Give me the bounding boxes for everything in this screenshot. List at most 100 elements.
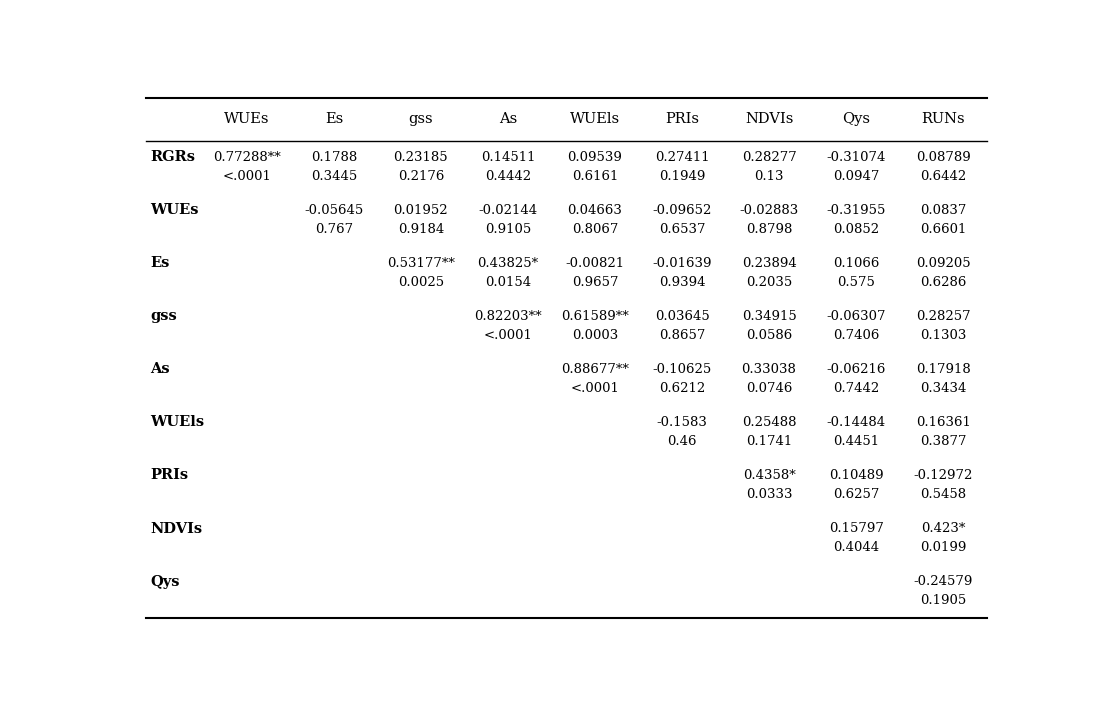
Text: 0.8798: 0.8798 [745, 223, 793, 236]
Text: -0.05645: -0.05645 [304, 204, 363, 217]
Text: 0.8657: 0.8657 [658, 329, 706, 342]
Text: 0.10489: 0.10489 [829, 469, 883, 482]
Text: <.0001: <.0001 [483, 329, 533, 342]
Text: 0.0154: 0.0154 [484, 276, 531, 289]
Text: 0.33038: 0.33038 [742, 363, 796, 376]
Text: 0.0947: 0.0947 [832, 170, 880, 183]
Text: 0.9184: 0.9184 [397, 223, 444, 236]
Text: 0.6212: 0.6212 [658, 382, 705, 395]
Text: 0.1741: 0.1741 [745, 435, 792, 448]
Text: 0.15797: 0.15797 [829, 522, 883, 535]
Text: 0.423*: 0.423* [920, 522, 966, 535]
Text: 0.09205: 0.09205 [916, 257, 970, 270]
Text: 0.9105: 0.9105 [484, 223, 531, 236]
Text: 0.0003: 0.0003 [571, 329, 618, 342]
Text: 0.27411: 0.27411 [655, 151, 709, 164]
Text: -0.02883: -0.02883 [740, 204, 798, 217]
Text: 0.28277: 0.28277 [742, 151, 796, 164]
Text: 0.13: 0.13 [754, 170, 784, 183]
Text: 0.53177**: 0.53177** [386, 257, 455, 270]
Text: 0.1303: 0.1303 [920, 329, 967, 342]
Text: 0.23185: 0.23185 [393, 151, 448, 164]
Text: 0.9394: 0.9394 [658, 276, 706, 289]
Text: 0.16361: 0.16361 [916, 416, 971, 429]
Text: 0.77288**: 0.77288** [212, 151, 281, 164]
Text: WUEls: WUEls [151, 415, 205, 430]
Text: -0.24579: -0.24579 [914, 575, 973, 588]
Text: 0.8067: 0.8067 [571, 223, 618, 236]
Text: -0.14484: -0.14484 [827, 416, 885, 429]
Text: Es: Es [325, 112, 344, 127]
Text: 0.0837: 0.0837 [920, 204, 967, 217]
Text: 0.4442: 0.4442 [484, 170, 531, 183]
Text: WUEls: WUEls [570, 112, 620, 127]
Text: 0.6161: 0.6161 [571, 170, 618, 183]
Text: 0.3434: 0.3434 [920, 382, 967, 395]
Text: As: As [151, 363, 170, 377]
Text: 0.1905: 0.1905 [920, 594, 967, 607]
Text: 0.0199: 0.0199 [920, 541, 967, 554]
Text: -0.00821: -0.00821 [566, 257, 624, 270]
Text: 0.88677**: 0.88677** [562, 363, 629, 376]
Text: -0.1583: -0.1583 [656, 416, 708, 429]
Text: 0.34915: 0.34915 [742, 310, 796, 323]
Text: -0.02144: -0.02144 [478, 204, 537, 217]
Text: RUNs: RUNs [922, 112, 964, 127]
Text: 0.2035: 0.2035 [745, 276, 792, 289]
Text: 0.82203**: 0.82203** [475, 310, 542, 323]
Text: 0.1788: 0.1788 [310, 151, 357, 164]
Text: As: As [499, 112, 517, 127]
Text: 0.0586: 0.0586 [745, 329, 792, 342]
Text: -0.10625: -0.10625 [653, 363, 711, 376]
Text: 0.575: 0.575 [837, 276, 875, 289]
Text: 0.9657: 0.9657 [571, 276, 619, 289]
Text: 0.04663: 0.04663 [567, 204, 622, 217]
Text: -0.06216: -0.06216 [827, 363, 886, 376]
Text: <.0001: <.0001 [222, 170, 271, 183]
Text: 0.3445: 0.3445 [310, 170, 357, 183]
Text: 0.7406: 0.7406 [832, 329, 880, 342]
Text: 0.767: 0.767 [315, 223, 353, 236]
Text: 0.01952: 0.01952 [393, 204, 448, 217]
Text: 0.14511: 0.14511 [481, 151, 535, 164]
Text: 0.09539: 0.09539 [567, 151, 622, 164]
Text: -0.09652: -0.09652 [652, 204, 711, 217]
Text: 0.0746: 0.0746 [745, 382, 793, 395]
Text: PRIs: PRIs [665, 112, 699, 127]
Text: 0.4451: 0.4451 [833, 435, 879, 448]
Text: -0.12972: -0.12972 [914, 469, 973, 482]
Text: 0.03645: 0.03645 [655, 310, 709, 323]
Text: RGRs: RGRs [151, 150, 195, 165]
Text: 0.7442: 0.7442 [833, 382, 880, 395]
Text: 0.6601: 0.6601 [920, 223, 967, 236]
Text: NDVIs: NDVIs [151, 522, 203, 536]
Text: NDVIs: NDVIs [745, 112, 793, 127]
Text: 0.0025: 0.0025 [397, 276, 444, 289]
Text: 0.61589**: 0.61589** [562, 310, 629, 323]
Text: 0.43825*: 0.43825* [478, 257, 538, 270]
Text: gss: gss [151, 309, 177, 323]
Text: 0.5458: 0.5458 [920, 488, 967, 501]
Text: 0.4358*: 0.4358* [743, 469, 795, 482]
Text: -0.06307: -0.06307 [827, 310, 886, 323]
Text: 0.6442: 0.6442 [920, 170, 967, 183]
Text: WUEs: WUEs [151, 203, 199, 217]
Text: Es: Es [151, 257, 170, 271]
Text: 0.0852: 0.0852 [833, 223, 879, 236]
Text: Qys: Qys [842, 112, 870, 127]
Text: 0.1066: 0.1066 [832, 257, 880, 270]
Text: 0.08789: 0.08789 [916, 151, 970, 164]
Text: 0.6286: 0.6286 [920, 276, 967, 289]
Text: 0.1949: 0.1949 [658, 170, 706, 183]
Text: 0.3877: 0.3877 [919, 435, 967, 448]
Text: PRIs: PRIs [151, 468, 188, 482]
Text: gss: gss [408, 112, 433, 127]
Text: 0.6257: 0.6257 [832, 488, 880, 501]
Text: 0.23894: 0.23894 [742, 257, 796, 270]
Text: <.0001: <.0001 [570, 382, 620, 395]
Text: 0.25488: 0.25488 [742, 416, 796, 429]
Text: 0.0333: 0.0333 [745, 488, 793, 501]
Text: 0.28257: 0.28257 [916, 310, 970, 323]
Text: 0.4044: 0.4044 [833, 541, 879, 554]
Text: 0.17918: 0.17918 [916, 363, 970, 376]
